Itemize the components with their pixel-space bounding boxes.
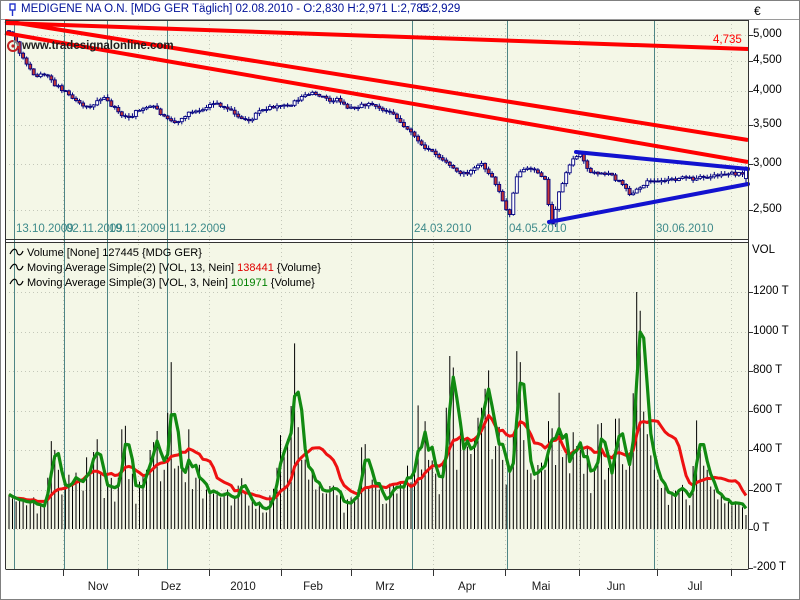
legend-sma3-name: Moving Average Simple(3) [VOL, 3, Nein]: [27, 277, 228, 289]
red-trendline[interactable]: [4, 31, 749, 164]
legend-sma13-name: Moving Average Simple(2) [VOL, 13, Nein]: [27, 262, 235, 274]
volume-tick-label: -200 T: [753, 561, 787, 573]
legend-sma3-suffix: {Volume}: [270, 277, 315, 289]
legend-sma13-value: 138441: [237, 262, 274, 274]
legend-volume-name: Volume [None]: [27, 247, 100, 259]
triangle-pattern-line[interactable]: [574, 150, 750, 171]
date-gridline-label: 13.10.2009: [16, 223, 74, 235]
candlestick-series[interactable]: [7, 30, 748, 227]
volume-axis-title: VOL: [752, 244, 776, 256]
month-label: Dez: [160, 581, 182, 593]
date-gridline-label: 02.11.2009: [66, 223, 123, 235]
legend-volume-value: 127445: [102, 247, 139, 259]
price-tick-label: 2,500: [753, 203, 782, 215]
month-label: Jun: [606, 581, 626, 593]
chart-pin-icon: [9, 3, 16, 16]
date-gridline-label: 11.12.2009: [169, 223, 226, 235]
legend-sma3[interactable]: Moving Average Simple(3) [VOL, 3, Nein] …: [9, 277, 315, 289]
red-trendline[interactable]: [4, 21, 749, 51]
month-label: 2010: [230, 581, 256, 593]
month-label: Mrz: [375, 581, 395, 593]
series-squiggle-icon: [9, 263, 24, 271]
legend-sma13-suffix: {Volume}: [276, 262, 321, 274]
red-trendline[interactable]: [4, 19, 749, 142]
watermark-text: www.tradesignalonline.com: [22, 40, 174, 52]
price-tick-label: 5,000: [753, 28, 782, 40]
price-tick-label: 3,000: [753, 157, 782, 169]
volume-tick-label: 1200 T: [753, 285, 789, 297]
volume-tick-label: 0 T: [753, 522, 770, 534]
series-squiggle-icon: [9, 248, 24, 256]
date-gridline-label: 24.03.2010: [414, 223, 472, 235]
legend-volume-suffix: {MDG GER}: [142, 247, 202, 259]
title-bar: MEDIGENE NA O.N. [MDG GER Täglich] 02.08…: [1, 1, 799, 20]
tradesignal-logo-icon: [7, 40, 19, 52]
legend-sma3-value: 101971: [231, 277, 268, 289]
month-label: Mai: [531, 581, 551, 593]
volume-tick-label: 1000 T: [753, 325, 789, 337]
legend-sma13[interactable]: Moving Average Simple(2) [VOL, 13, Nein]…: [9, 262, 321, 274]
price-tick-label: 4,000: [753, 84, 782, 96]
title-close-value: C:2,929: [420, 3, 461, 15]
volume-tick-label: 400 T: [753, 443, 783, 455]
month-label: Nov: [87, 581, 109, 593]
month-label: Jul: [687, 581, 703, 593]
date-gridline-label: 04.05.2010: [509, 223, 567, 235]
month-label: Feb: [303, 581, 323, 593]
date-gridline-label: 19.11.2009: [109, 223, 166, 235]
volume-tick-label: 200 T: [753, 483, 783, 495]
volume-tick-label: 600 T: [753, 404, 783, 416]
trendline-value-label: 4,735: [713, 34, 742, 46]
date-gridline-label: 30.06.2010: [656, 223, 714, 235]
triangle-pattern-line[interactable]: [547, 182, 750, 224]
month-label: Apr: [458, 581, 476, 593]
currency-label: €: [754, 4, 761, 18]
price-tick-label: 4,500: [753, 54, 782, 66]
series-squiggle-icon: [9, 278, 24, 286]
legend-volume[interactable]: Volume [None] 127445 {MDG GER}: [9, 247, 202, 259]
volume-series[interactable]: [8, 292, 748, 529]
volume-tick-label: 800 T: [753, 364, 783, 376]
window-title: MEDIGENE NA O.N. [MDG GER Täglich] 02.08…: [21, 3, 430, 15]
price-tick-label: 3,500: [753, 118, 782, 130]
